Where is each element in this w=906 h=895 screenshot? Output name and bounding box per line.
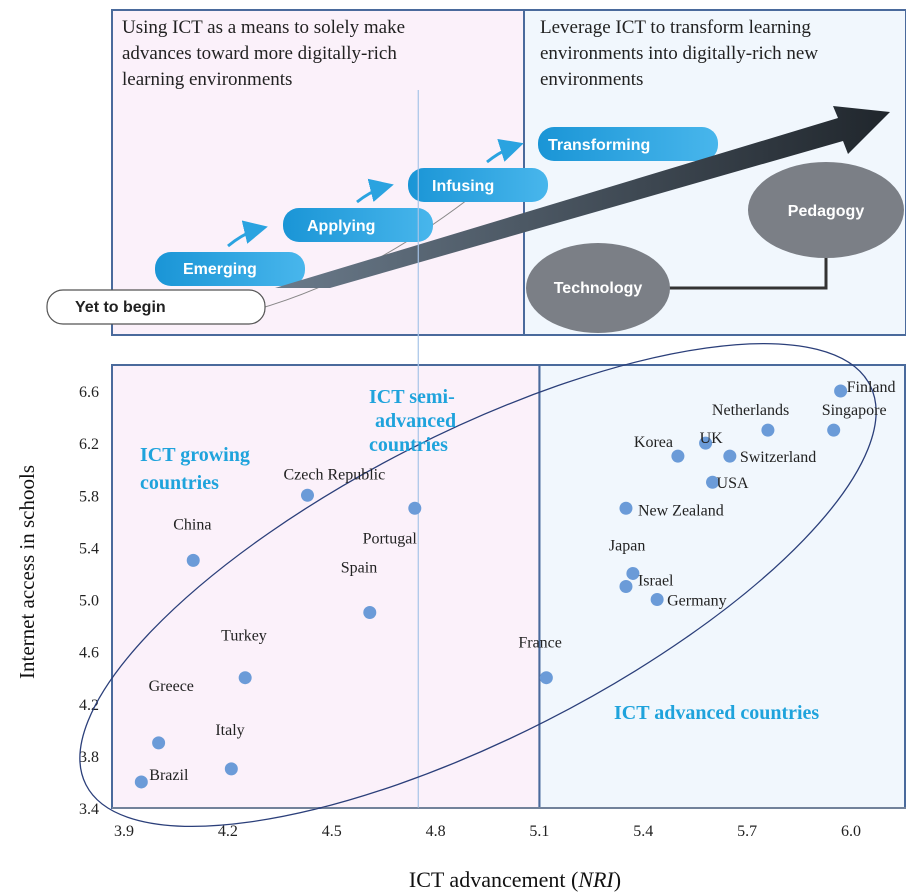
- point-label: USA: [717, 475, 749, 492]
- stage-applying-box: [283, 208, 433, 242]
- x-tick-label: 5.4: [633, 823, 653, 840]
- y-tick-label: 6.2: [79, 436, 99, 453]
- point-portugal: [408, 501, 422, 515]
- point-label: Finland: [847, 379, 896, 396]
- point-israel: [619, 579, 633, 593]
- stage-infusing-box: [408, 168, 548, 202]
- point-netherlands: [761, 423, 775, 437]
- step-arrow-2: [356, 178, 394, 204]
- scatter-chart: 3.4 3.8 4.2 4.6 5.0 5.4 5.8 6.2 6.6 3.9 4.2 4.5 4.8…: [15, 90, 906, 892]
- point-brazil: [134, 775, 148, 789]
- x-tick-label: 6.0: [841, 823, 861, 840]
- point-czech-republic: [300, 488, 314, 502]
- point-label: Spain: [341, 560, 377, 577]
- point-germany: [650, 593, 664, 606]
- stage-yet-label: Yet to begin: [75, 299, 166, 316]
- x-tick-label: 4.2: [218, 823, 238, 840]
- stage-emerging-label: Emerging: [183, 261, 257, 278]
- group-label-growing: ICT growing countries: [140, 444, 255, 494]
- stage-transforming-label: Transforming: [548, 137, 650, 154]
- point-label: New Zealand: [638, 502, 724, 519]
- x-tick-label: 5.1: [529, 823, 549, 840]
- pedagogy-label: Pedagogy: [788, 203, 865, 220]
- point-label: Germany: [667, 593, 727, 610]
- point-label: Brazil: [149, 767, 189, 784]
- point-uk: [699, 436, 713, 450]
- point-greece: [152, 736, 166, 750]
- y-tick-label: 5.4: [79, 540, 99, 557]
- point-switzerland: [723, 449, 737, 463]
- x-tick-label: 5.7: [737, 823, 757, 840]
- stage-emerging-box: [155, 252, 305, 286]
- point-label: Italy: [215, 722, 244, 739]
- point-label: Korea: [634, 434, 673, 451]
- plot-left-region: [112, 365, 540, 808]
- point-label: Greece: [149, 678, 194, 695]
- data-points: [134, 384, 848, 789]
- group-label-semi: ICT semi- advanced countries: [369, 386, 461, 456]
- point-label: Turkey: [221, 628, 267, 645]
- point-labels: Brazil Greece Italy Turkey China Czech Republ…: [149, 379, 896, 784]
- point-label: UK: [700, 430, 724, 447]
- y-tick-label: 6.6: [79, 384, 99, 401]
- point-label: Portugal: [363, 530, 418, 547]
- top-right-caption: Leverage ICT to transform learning envir…: [540, 17, 823, 90]
- x-tick-label: 3.9: [114, 823, 134, 840]
- point-italy: [224, 762, 238, 776]
- x-tick-label: 4.5: [322, 823, 342, 840]
- stage-yet-box: [46, 289, 266, 325]
- y-tick-label: 5.8: [79, 488, 99, 505]
- step-arrow-3: [486, 138, 524, 164]
- y-tick-label: 4.2: [79, 697, 99, 714]
- x-axis-label-main: ICT advancement (: [409, 867, 578, 892]
- point-label: Singapore: [822, 402, 887, 419]
- progress-arrow: [275, 106, 890, 288]
- point-label: Switzerland: [740, 449, 816, 466]
- point-usa: [706, 475, 720, 489]
- point-turkey: [238, 671, 252, 685]
- y-tick-labels: 3.4 3.8 4.2 4.6 5.0 5.4 5.8 6.2 6.6: [79, 384, 99, 818]
- stage-transforming-box: [538, 127, 718, 161]
- technology-label: Technology: [554, 280, 643, 297]
- point-korea: [671, 449, 685, 463]
- point-label: Israel: [638, 572, 674, 589]
- group-ellipse: [79, 343, 877, 827]
- point-japan: [626, 566, 640, 580]
- point-singapore: [827, 423, 841, 437]
- point-label: Czech Republic: [283, 466, 385, 483]
- x-axis-label-italic: NRI: [577, 867, 615, 892]
- pedagogy-circle: [748, 162, 904, 258]
- group-label-advanced: ICT advanced countries: [614, 702, 819, 724]
- point-spain: [363, 606, 377, 620]
- x-axis-label-end: ): [614, 867, 621, 892]
- point-new-zealand: [619, 501, 633, 515]
- point-label: France: [518, 635, 562, 652]
- point-finland: [834, 384, 848, 398]
- x-tick-label: 4.8: [426, 823, 446, 840]
- plot-right-region: [539, 365, 906, 808]
- point-china: [186, 553, 200, 567]
- stage-infusing-label: Infusing: [432, 178, 494, 195]
- point-label: Japan: [609, 537, 645, 554]
- point-label: China: [173, 516, 211, 533]
- point-france: [539, 671, 553, 685]
- top-panel: Using ICT as a means to solely make adva…: [46, 9, 906, 336]
- x-axis-label: ICT advancement (NRI): [409, 867, 621, 892]
- step-arrow-1: [227, 220, 268, 248]
- stage-applying-label: Applying: [307, 218, 375, 235]
- y-tick-label: 4.6: [79, 645, 99, 662]
- y-tick-label: 3.4: [79, 801, 99, 818]
- y-tick-label: 3.8: [79, 749, 99, 766]
- x-tick-labels: 3.9 4.2 4.5 4.8 5.1 5.4 5.7 6.0: [114, 823, 861, 840]
- y-tick-label: 5.0: [79, 593, 99, 610]
- technology-circle: [526, 243, 670, 333]
- top-left-caption: Using ICT as a means to solely make adva…: [122, 17, 410, 90]
- y-axis-label: Internet access in schools: [15, 465, 39, 679]
- point-label: Netherlands: [712, 402, 789, 419]
